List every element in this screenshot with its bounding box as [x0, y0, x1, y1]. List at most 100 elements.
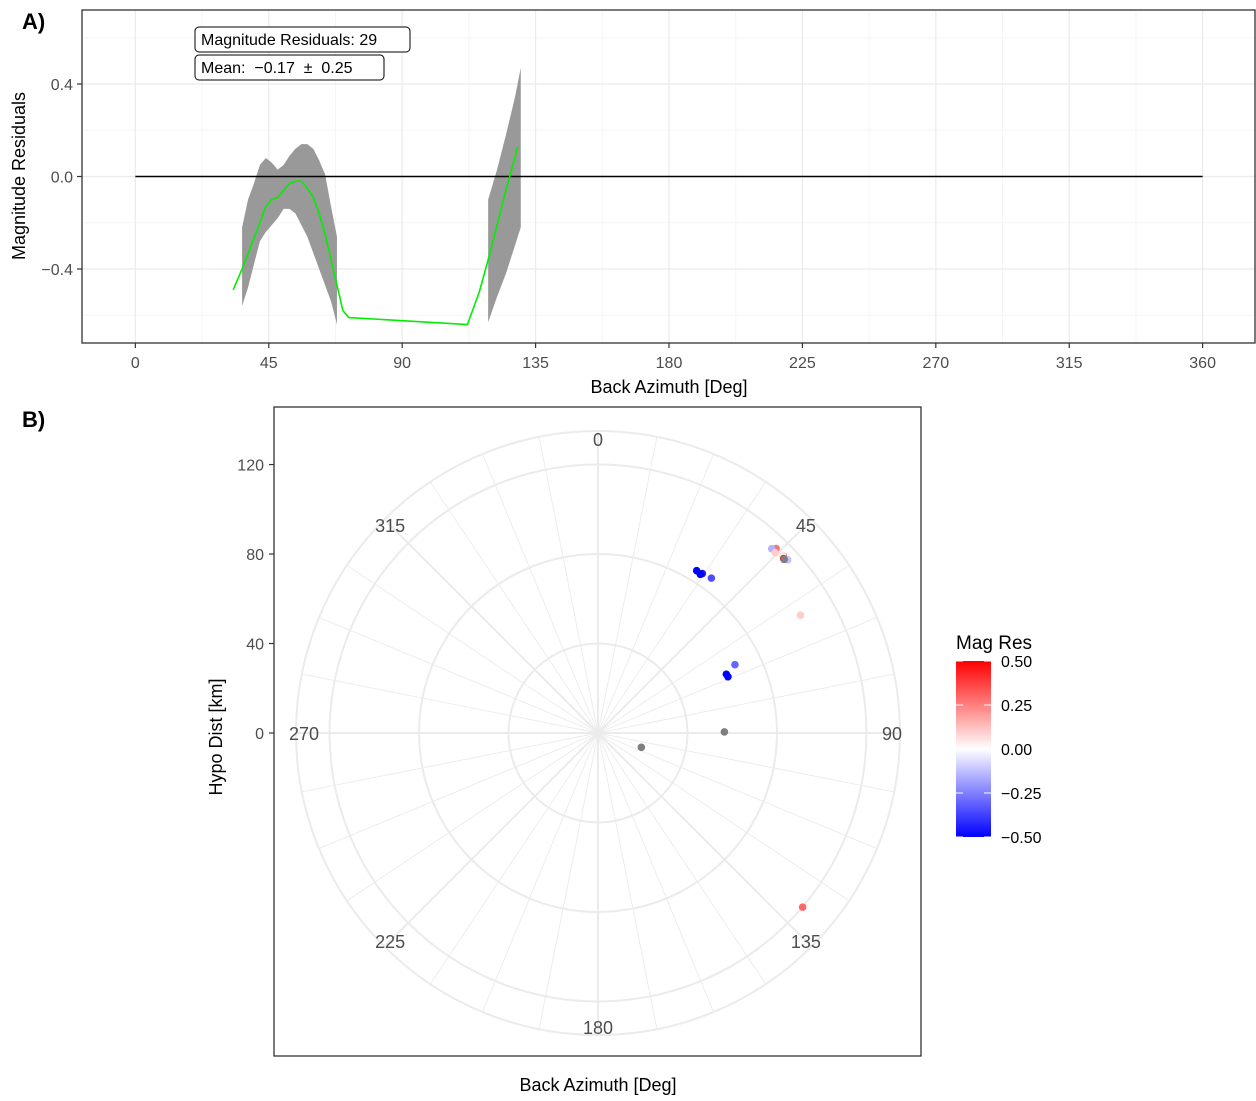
spoke-minor	[597, 436, 658, 734]
ring	[507, 642, 689, 824]
x-tick-label: 270	[922, 355, 949, 372]
data-point	[696, 570, 705, 579]
x-tick-label: 315	[1056, 355, 1083, 372]
spoke-major	[597, 732, 813, 948]
spoke-minor	[597, 453, 714, 734]
ring	[418, 553, 778, 913]
panel-b-y-axis-title: Hypo Dist [km]	[206, 678, 226, 795]
spoke-minor	[301, 673, 599, 734]
panel-a-y-axis: −0.4 0.0 0.4	[41, 77, 82, 279]
spoke-minor	[429, 732, 599, 985]
spoke-minor	[429, 481, 599, 734]
panel-a-smooth-line	[232, 146, 519, 326]
legend-label: 0.50	[1001, 654, 1032, 671]
r-tick-label: 0	[255, 726, 264, 743]
y-tick-label: −0.4	[41, 262, 73, 279]
panel-a-tag: A)	[22, 9, 45, 34]
annotation-mean-box	[194, 54, 385, 81]
x-tick-label: 135	[522, 355, 549, 372]
y-tick-label: 0.4	[51, 77, 73, 94]
theta-label: 315	[375, 516, 405, 536]
r-tick-label: 120	[237, 458, 264, 475]
spoke-minor	[597, 481, 767, 734]
r-tick-label: 80	[246, 547, 264, 564]
spoke-minor	[318, 617, 599, 734]
panel-b: B) 0 45 90 135 180 225 270 315 0 40 80 120 Back Az…	[22, 406, 922, 1095]
data-point	[731, 660, 739, 669]
panel-a-y-axis-title: Magnitude Residuals	[9, 92, 29, 260]
spoke-minor	[597, 673, 895, 734]
spoke-minor	[318, 732, 599, 849]
panel-a-confidence-bands	[242, 67, 521, 325]
annotation-count-box	[194, 26, 411, 53]
spoke-minor	[597, 732, 878, 849]
data-point	[637, 743, 646, 752]
r-tick-label: 40	[246, 637, 264, 654]
panel-a-annotation-count: Magnitude Residuals: 29	[194, 26, 411, 53]
panel-b-r-axis: 0 40 80 120	[237, 458, 274, 743]
ring-outer	[295, 430, 901, 1036]
spoke-minor	[597, 617, 878, 734]
data-point	[780, 555, 788, 564]
spoke-minor	[597, 732, 850, 902]
theta-label: 225	[375, 932, 405, 952]
theta-label: 45	[796, 516, 816, 536]
legend-label: 0.00	[1001, 742, 1032, 759]
spoke-minor	[482, 453, 599, 734]
spoke-minor	[597, 732, 714, 1013]
panel-b-theta-labels: 0 45 90 135 180 225 270 315	[289, 430, 902, 1038]
panel-a: A) 0 45 90 135 180 225 270 315 360 −0.4 0.0 0.4 Ba…	[9, 9, 1256, 397]
legend-label: −0.25	[1001, 786, 1042, 803]
theta-label: 180	[583, 1018, 613, 1038]
legend-label: −0.50	[1001, 830, 1042, 847]
panel-a-x-axis-title: Back Azimuth [Deg]	[590, 377, 747, 397]
x-tick-label: 360	[1189, 355, 1216, 372]
spoke-minor	[301, 732, 599, 793]
color-legend: Mag Res −0.50 −0.25 0.00 0.25 0.50	[956, 633, 1042, 847]
spoke-minor	[597, 732, 658, 1030]
x-tick-label: 45	[260, 355, 278, 372]
data-point	[724, 672, 732, 681]
spoke-minor	[538, 732, 599, 1030]
data-point	[796, 611, 805, 619]
panel-a-x-axis: 0 45 90 135 180 225 270 315 360	[131, 343, 1216, 372]
spoke-major	[597, 518, 813, 734]
spoke-minor	[597, 564, 850, 734]
spoke-minor	[538, 436, 599, 734]
theta-label: 90	[882, 724, 902, 744]
spoke-major	[383, 732, 599, 948]
data-point	[771, 548, 779, 557]
x-tick-label: 180	[656, 355, 683, 372]
panel-b-tag: B)	[22, 407, 45, 432]
theta-label: 135	[791, 932, 821, 952]
legend-title: Mag Res	[956, 633, 1032, 654]
annotation-mean-text: Mean: −0.17 ± 0.25	[201, 60, 353, 77]
theta-label: 270	[289, 724, 319, 744]
data-point	[707, 574, 716, 582]
data-point	[798, 903, 807, 911]
ring	[328, 463, 868, 1003]
data-point	[720, 728, 729, 736]
legend-ticks: −0.50 −0.25 0.00 0.25 0.50	[956, 654, 1042, 847]
spoke-minor	[597, 732, 767, 985]
spoke-minor	[482, 732, 599, 1013]
theta-label: 0	[593, 430, 603, 450]
x-tick-label: 225	[789, 355, 816, 372]
spoke-minor	[346, 732, 599, 902]
x-tick-label: 90	[393, 355, 411, 372]
panel-b-border	[273, 406, 922, 1057]
x-tick-label: 0	[131, 355, 140, 372]
confidence-band	[242, 144, 337, 325]
panel-b-x-axis-title: Back Azimuth [Deg]	[519, 1075, 676, 1095]
spoke-minor	[597, 732, 895, 793]
panel-b-points	[637, 544, 807, 911]
spoke-minor	[346, 564, 599, 734]
legend-label: 0.25	[1001, 698, 1032, 715]
annotation-count-text: Magnitude Residuals: 29	[201, 32, 377, 49]
spoke-major	[383, 518, 599, 734]
panel-b-polar-grid	[295, 430, 901, 1036]
panel-a-annotation-mean: Mean: −0.17 ± 0.25	[194, 54, 385, 81]
y-tick-label: 0.0	[51, 170, 73, 187]
